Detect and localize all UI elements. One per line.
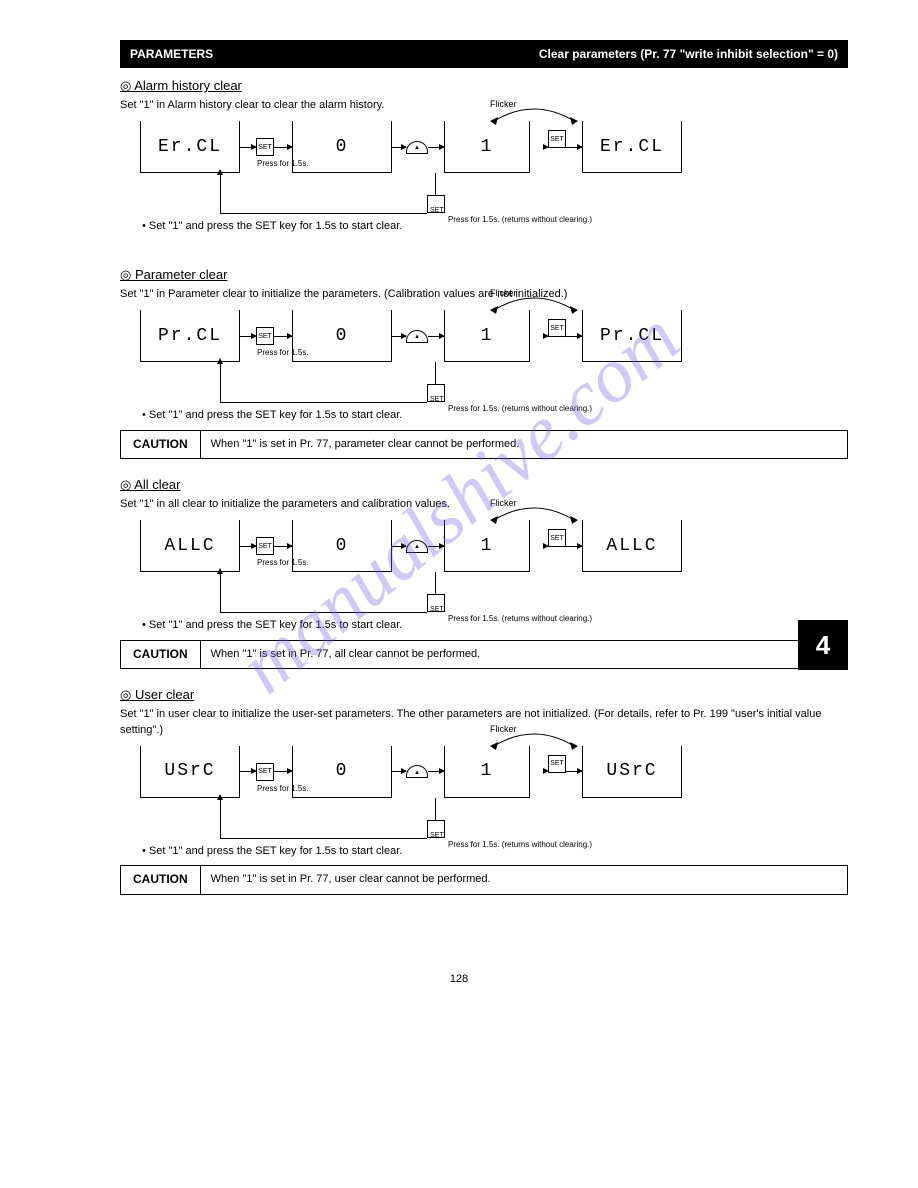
lcd-d: Pr.CL (582, 310, 682, 362)
page: PARAMETERS Clear parameters (Pr. 77 "wri… (0, 0, 918, 953)
loop-back: SET Press for 1.5s. (returns without cle… (220, 173, 848, 213)
section-title: ◎ Alarm history clear (120, 78, 848, 94)
set-button-icon: SET (427, 594, 445, 612)
loop-caption: Press for 1.5s. (returns without clearin… (448, 840, 592, 849)
set-button-icon: SET Press for 1.5s. (256, 327, 274, 345)
lcd-b: 0 (292, 121, 392, 173)
lcd-a: USrC (140, 746, 240, 798)
set-button-icon: SET (548, 130, 566, 148)
set-button-icon: SET Press for 1.5s. (256, 763, 274, 781)
lcd-d: USrC (582, 746, 682, 798)
lcd-d: ALLC (582, 520, 682, 572)
lcd-b: 0 (292, 746, 392, 798)
caution-box: CAUTION When "1" is set in Pr. 77, user … (120, 865, 848, 894)
set-button-icon: SET (427, 384, 445, 402)
header-left: PARAMETERS (130, 47, 213, 61)
caution-body: When "1" is set in Pr. 77, all clear can… (201, 641, 847, 668)
flow-diagram: Er.CL SET Press for 1.5s. 0 Flicker (140, 121, 848, 213)
lcd-b: 0 (292, 310, 392, 362)
lcd-a: Pr.CL (140, 310, 240, 362)
loop-caption: Press for 1.5s. (returns without clearin… (448, 614, 592, 623)
lcd-d: Er.CL (582, 121, 682, 173)
set-button-icon: SET (548, 755, 566, 773)
up-button-icon (406, 540, 428, 553)
caution-body: When "1" is set in Pr. 77, user clear ca… (201, 866, 847, 893)
side-tab-num: 4 (816, 630, 830, 661)
loop-caption: Press for 1.5s. (returns without clearin… (448, 404, 592, 413)
set-button-icon: SET (548, 529, 566, 547)
lcd-a: Er.CL (140, 121, 240, 173)
caution-label: CAUTION (121, 866, 201, 893)
up-button-icon (406, 330, 428, 343)
set-button-icon: SET (548, 319, 566, 337)
caution-box: CAUTION When "1" is set in Pr. 77, all c… (120, 640, 848, 669)
header-bar: PARAMETERS Clear parameters (Pr. 77 "wri… (120, 40, 848, 68)
caution-label: CAUTION (121, 431, 201, 458)
set-button-icon: SET (427, 820, 445, 838)
set-button-icon: SET Press for 1.5s. (256, 537, 274, 555)
header-right: Clear parameters (Pr. 77 "write inhibit … (539, 47, 838, 61)
up-button-icon (406, 141, 428, 154)
lcd-c: 1 (444, 520, 530, 572)
loop-back: SET Press for 1.5s. (returns without cle… (220, 798, 848, 838)
lcd-a: ALLC (140, 520, 240, 572)
caution-box: CAUTION When "1" is set in Pr. 77, param… (120, 430, 848, 459)
flow-diagram: USrC SET Press for 1.5s. 0 Flicker (140, 746, 848, 838)
loop-back: SET Press for 1.5s. (returns without cle… (220, 362, 848, 402)
loop-back: SET Press for 1.5s. (returns without cle… (220, 572, 848, 612)
section-title: ◎ Parameter clear (120, 267, 848, 283)
lcd-c: 1 (444, 746, 530, 798)
caution-label: CAUTION (121, 641, 201, 668)
set-button-icon: SET (427, 195, 445, 213)
set-button-icon: SET Press for 1.5s. (256, 138, 274, 156)
section-title: ◎ All clear (120, 477, 848, 493)
up-button-icon (406, 765, 428, 778)
caution-body: When "1" is set in Pr. 77, parameter cle… (201, 431, 847, 458)
loop-caption: Press for 1.5s. (returns without clearin… (448, 215, 592, 224)
lcd-c: 1 (444, 310, 530, 362)
flow-diagram: Pr.CL SET Press for 1.5s. 0 Flicker (140, 310, 848, 402)
page-number: 128 (0, 973, 918, 1005)
lcd-b: 0 (292, 520, 392, 572)
flow-diagram: ALLC SET Press for 1.5s. 0 Flicker (140, 520, 848, 612)
section-title: ◎ User clear (120, 687, 848, 703)
side-chapter-tab: 4 (798, 620, 848, 670)
lcd-c: 1 (444, 121, 530, 173)
